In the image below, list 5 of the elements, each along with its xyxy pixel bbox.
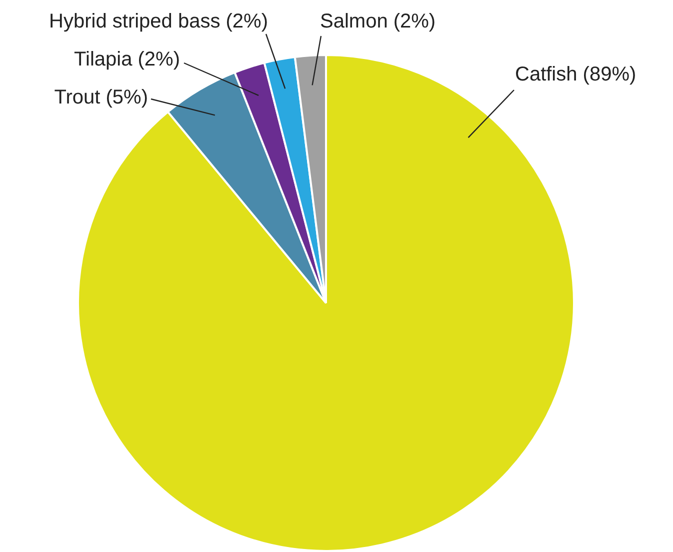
slice-label: Salmon (2%) [320, 10, 436, 33]
slice-label: Tilapia (2%) [74, 48, 180, 71]
slice-label: Hybrid striped bass (2%) [49, 10, 268, 33]
slice-label: Trout (5%) [54, 86, 148, 109]
slice-label: Catfish (89%) [515, 64, 636, 86]
